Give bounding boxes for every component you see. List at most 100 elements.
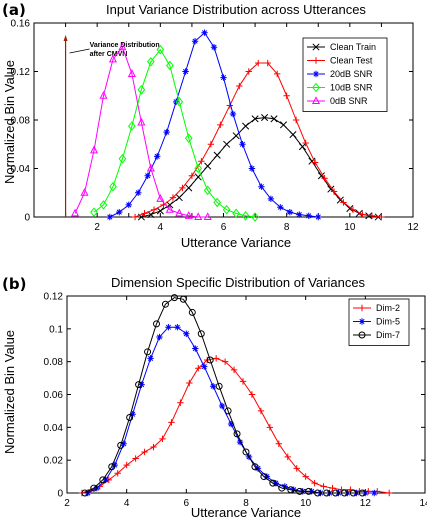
data-point — [179, 184, 186, 192]
data-point — [175, 194, 183, 202]
data-point — [153, 153, 161, 160]
chart-b-ylabel: Normalized Bin Value — [2, 330, 17, 454]
chart-a-ytick-label: 0.12 — [11, 67, 31, 78]
data-point — [201, 29, 208, 36]
data-point — [135, 381, 143, 389]
data-point — [233, 430, 241, 438]
data-point — [239, 378, 247, 385]
chart-b-xlabel: Utterance Variance — [191, 505, 301, 520]
data-point — [175, 208, 184, 217]
data-point — [371, 489, 378, 497]
data-point — [132, 455, 139, 462]
data-point — [118, 153, 127, 164]
legend-entry: Clean Train — [330, 42, 376, 52]
data-point — [236, 438, 244, 446]
series-line — [84, 297, 363, 494]
legend-marker — [358, 304, 366, 312]
data-point — [311, 159, 319, 166]
data-point — [248, 165, 256, 172]
chart-b-ytick-label: 0.1 — [49, 324, 63, 335]
data-point — [283, 92, 290, 99]
data-point — [137, 84, 146, 95]
data-point — [179, 295, 187, 303]
legend-entry: Dim-5 — [376, 317, 400, 327]
data-point — [109, 181, 117, 192]
data-point — [206, 356, 214, 364]
data-point — [215, 382, 223, 390]
data-point — [232, 208, 240, 219]
chart-a-series-clean-test — [131, 59, 385, 221]
data-point — [165, 204, 174, 213]
data-point — [175, 97, 184, 107]
chart-a-legend: Clean Train Clean Test 20dB SNR 10dB SNR 0dB… — [302, 37, 388, 112]
legend-marker — [312, 57, 320, 64]
legend-marker — [358, 318, 366, 325]
data-point — [177, 399, 184, 406]
data-point — [340, 489, 348, 497]
data-point — [182, 68, 189, 75]
data-point — [266, 424, 274, 431]
data-point — [153, 320, 160, 328]
legend-marker — [358, 331, 366, 339]
data-point — [251, 212, 259, 222]
data-point — [359, 211, 366, 218]
chart-b-legend: Dim-2 Dim-5 Dim-7 — [348, 298, 410, 346]
data-point — [314, 489, 322, 497]
data-point — [298, 143, 307, 151]
data-point — [270, 115, 278, 123]
data-point — [248, 391, 256, 398]
chart-b-xtick-label: 6 — [184, 498, 190, 509]
data-point — [261, 114, 269, 122]
data-point — [255, 59, 262, 67]
chart-b-xtick-label: 8 — [243, 498, 249, 509]
series-line — [74, 46, 208, 218]
data-point — [269, 479, 277, 487]
data-point — [242, 122, 250, 130]
data-point — [141, 210, 148, 217]
data-point — [127, 69, 136, 77]
data-point — [210, 44, 218, 51]
chart-a-ylabel: Normalized Bin Value — [2, 60, 17, 184]
data-point — [258, 183, 265, 190]
data-point — [194, 212, 203, 221]
data-point — [126, 413, 134, 421]
data-point — [123, 461, 130, 469]
chart-a-title: Input Variance Distribution across Utter… — [106, 2, 366, 17]
data-point — [236, 82, 243, 90]
chart-input-variance: (a) Input Variance Distribution across U… — [2, 1, 419, 250]
data-point — [156, 44, 165, 55]
data-point — [108, 463, 116, 471]
panel-label-b: (b) — [2, 275, 26, 293]
data-point — [195, 365, 202, 372]
data-point — [168, 419, 175, 426]
data-point — [286, 208, 294, 216]
chart-a-ytick-label: 0 — [24, 213, 30, 224]
data-point — [194, 173, 202, 181]
data-point — [289, 130, 297, 139]
data-point — [292, 116, 300, 124]
data-point — [242, 448, 250, 456]
data-point — [332, 489, 339, 497]
data-point — [114, 470, 121, 477]
data-point — [194, 163, 203, 174]
chart-a-series-10db-snr — [90, 44, 259, 222]
data-point — [315, 213, 322, 221]
data-point — [213, 151, 221, 159]
data-point — [201, 363, 208, 370]
data-point — [108, 54, 117, 63]
data-point — [125, 201, 132, 209]
data-point — [278, 484, 286, 492]
data-point — [146, 163, 155, 172]
chart-a-ytick-label: 0.08 — [11, 116, 31, 127]
data-point — [156, 194, 165, 202]
chart-b-series-dim-7 — [81, 294, 366, 497]
data-point — [156, 207, 164, 215]
data-point — [296, 487, 304, 495]
data-point — [185, 184, 193, 192]
data-point — [257, 407, 265, 415]
data-point — [223, 140, 231, 148]
legend-entry: 10dB SNR — [330, 83, 373, 93]
data-point — [279, 121, 288, 129]
chart-b-ytick-label: 0.02 — [44, 456, 64, 467]
data-point — [311, 479, 318, 487]
